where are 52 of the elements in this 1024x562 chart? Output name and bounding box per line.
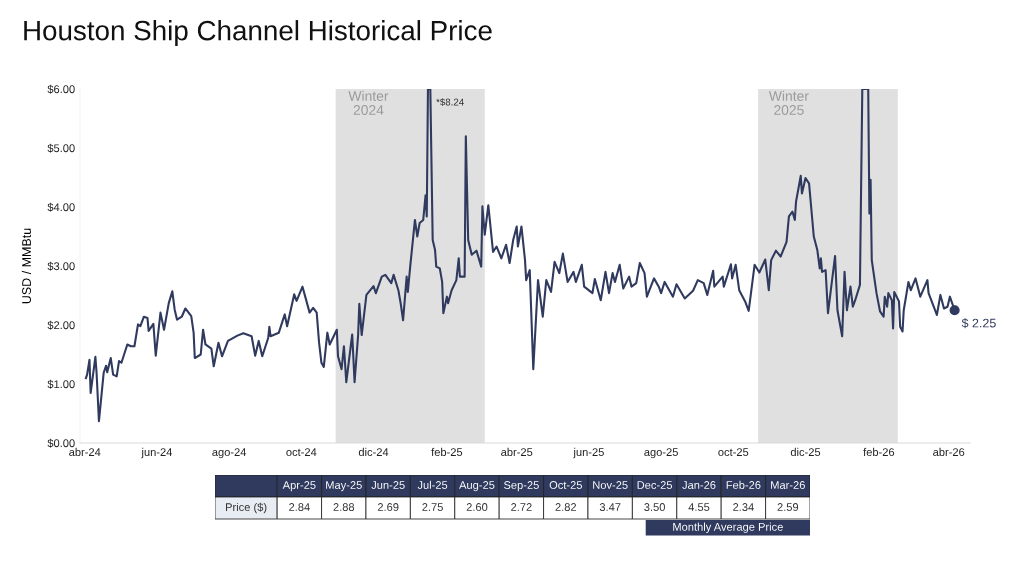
data-label: 2.60 (466, 503, 488, 511)
y-axis-title: USD / MMBtu (21, 228, 31, 304)
category-label: Sep-25 (503, 481, 539, 492)
x-tick-label: abr-26 (933, 447, 965, 457)
x-tick-label: jun-25 (573, 447, 604, 459)
category-label: Feb-26 (726, 480, 761, 489)
x-tick-label: oct-25 (718, 448, 749, 457)
y-tick-label: $2.00 (47, 320, 75, 330)
band-label: Winter 2025 (768, 90, 809, 115)
data-label: 4.55 (688, 503, 710, 511)
x-tick-label: oct-24 (286, 448, 317, 457)
x-tick-label: dic-25 (790, 447, 821, 457)
x-tick-label: abr-24 (69, 447, 101, 457)
annotation: *$8.24 (436, 98, 464, 107)
category-label: Aug-25 (459, 481, 495, 492)
data-label: 3.50 (644, 503, 665, 511)
data-label: 2.88 (333, 503, 355, 511)
category-label: Jan-26 (682, 481, 716, 489)
category-label: Apr-25 (282, 481, 316, 492)
data-label: 2.59 (777, 503, 799, 511)
category-label: May-25 (326, 481, 362, 492)
data-label: 2.84 (289, 503, 310, 511)
data-label: 2.69 (377, 503, 399, 511)
band-label: Winter 2024 (348, 90, 389, 115)
data-label: 2.82 (555, 503, 577, 511)
x-tick-label: abr-25 (501, 447, 533, 457)
category-label: Dec-25 (637, 481, 673, 489)
category-label: Nov-25 (593, 481, 628, 489)
data-label: 3.47 (599, 503, 621, 511)
category-label: Mar-26 (771, 481, 805, 489)
category-label: Jul-25 (417, 480, 448, 489)
y-tick-label: $6.00 (47, 84, 75, 94)
series-label: Price ($) (226, 502, 267, 514)
y-tick-label: $5.00 (47, 143, 75, 153)
category-label: Oct-25 (549, 481, 582, 489)
y-tick-label: $1.00 (47, 379, 75, 389)
data-label: 2.72 (511, 503, 532, 511)
x-tick-label: ago-25 (644, 448, 678, 459)
text: Monthly Average Price (673, 522, 783, 533)
y-tick-label: $0.00 (47, 438, 75, 448)
y-tick-label: $4.00 (47, 202, 75, 212)
x-tick-label: feb-26 (863, 447, 895, 457)
chart-title: Houston Ship Channel Historical Price (24, 20, 492, 46)
category-label: Jun-25 (371, 481, 405, 489)
annotation: $ 2.25 (961, 318, 996, 329)
x-tick-label: ago-24 (212, 448, 247, 459)
data-label: 2.75 (422, 503, 443, 511)
data-label: 2.34 (733, 503, 754, 511)
x-tick-label: dic-24 (358, 447, 389, 457)
x-tick-label: jun-24 (141, 447, 173, 459)
x-tick-label: feb-25 (431, 447, 463, 457)
y-tick-label: $3.00 (47, 261, 75, 271)
